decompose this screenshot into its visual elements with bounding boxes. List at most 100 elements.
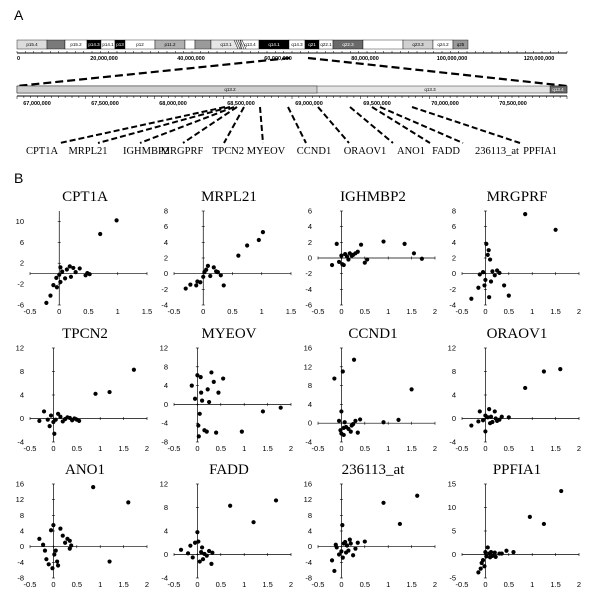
x-tick-label: 1 <box>530 444 534 453</box>
panel-a: A p15.4 p15.2 p14.3 p14.1 p13 p12 p11.2 q13.1 q1… <box>14 7 568 157</box>
gene-label-ppfia1: PPFIA1 <box>523 146 557 157</box>
data-point <box>55 411 61 416</box>
data-point <box>199 390 204 395</box>
x-tick-label: 1 <box>260 307 264 316</box>
data-point <box>469 423 474 428</box>
chromosome-band <box>452 39 469 50</box>
data-point <box>358 242 364 247</box>
x-tick-label: 2 <box>289 580 293 589</box>
data-point <box>53 417 58 422</box>
chromosome-band-label: p15.2 <box>70 42 82 47</box>
ruler-label: 120,000,000 <box>524 56 555 62</box>
data-point <box>483 277 488 283</box>
data-point <box>198 375 203 380</box>
x-tick-label: -0.5 <box>312 307 325 316</box>
data-point <box>215 270 220 275</box>
y-tick-label: -4 <box>161 574 168 583</box>
x-tick-label: 1 <box>116 307 120 316</box>
plot-title-fadd: FADD <box>209 462 249 478</box>
data-point <box>347 537 352 542</box>
data-point <box>365 257 370 262</box>
y-tick-label: 4 <box>164 238 168 247</box>
data-point <box>216 390 221 395</box>
data-point <box>42 548 48 553</box>
y-tick-label: 10 <box>448 503 456 512</box>
data-point <box>126 500 131 505</box>
data-point <box>69 543 74 548</box>
data-point <box>336 418 342 423</box>
zoom-ruler-label: 68,000,000 <box>159 101 187 107</box>
data-point <box>336 552 342 557</box>
x-tick-label: 1 <box>98 444 102 453</box>
data-point <box>58 414 63 419</box>
x-tick-label: -0.5 <box>24 580 37 589</box>
data-point <box>195 530 200 535</box>
data-point <box>58 265 63 270</box>
scatter-plot-mrgprf: MRGPRF -0.5 0 0.5 1 1.5 2 -4 -2 0 2 4 6 8 <box>449 189 581 316</box>
data-point <box>506 415 511 420</box>
data-point <box>228 503 233 508</box>
data-point <box>483 550 488 555</box>
y-tick-label: -4 <box>305 558 312 567</box>
data-point <box>260 230 266 235</box>
plot-title-oraov1: ORAOV1 <box>487 326 548 342</box>
y-tick-label: 8 <box>452 367 456 376</box>
data-point <box>492 550 497 555</box>
plot-title-ano1: ANO1 <box>65 462 105 478</box>
x-tick-label: 2 <box>577 580 581 589</box>
data-point <box>77 418 82 423</box>
y-tick-label: 6 <box>164 222 168 231</box>
data-point <box>329 558 335 563</box>
data-point <box>197 559 202 564</box>
zoom-ruler-label: 67,000,000 <box>23 101 51 107</box>
y-tick-label: 8 <box>164 503 168 512</box>
plot-title-ighmbp2: IGHMBP2 <box>340 189 406 205</box>
x-tick-label: 0.5 <box>227 307 237 316</box>
y-tick-label: 0 <box>20 414 24 423</box>
data-point <box>486 248 491 253</box>
data-point <box>402 241 407 246</box>
panel-b-label: B <box>14 170 23 186</box>
y-tick-label: -8 <box>161 438 168 447</box>
scatter-plot-236113-at: 236113_at -0.5 0 0.5 1 1.5 2 -8 -4 0 4 8 12 16 <box>304 462 437 589</box>
data-point <box>483 429 488 434</box>
y-tick-label: 0 <box>308 542 312 551</box>
y-tick-label: 16 <box>16 480 24 489</box>
data-point <box>51 283 56 288</box>
y-tick-label: 8 <box>452 207 456 216</box>
x-tick-label: 0 <box>483 307 487 316</box>
data-point <box>351 357 357 362</box>
x-tick-label: 1.5 <box>550 307 560 316</box>
data-point <box>488 414 494 419</box>
chromosome-band-label: q22.3 <box>342 42 354 47</box>
data-point <box>488 550 494 555</box>
y-tick-label: 4 <box>452 391 456 400</box>
data-point <box>351 553 356 558</box>
data-point <box>210 550 215 555</box>
data-point <box>214 430 219 435</box>
data-point <box>340 523 345 528</box>
y-tick-label: 16 <box>304 344 312 353</box>
data-point <box>353 546 358 551</box>
data-point <box>192 396 198 401</box>
data-point <box>362 539 367 544</box>
data-point <box>55 559 60 564</box>
ruler-label: 0 <box>17 56 20 62</box>
data-point <box>58 279 63 285</box>
scatter-plot-ano1: ANO1 -0.5 0 0.5 1 1.5 2 -8 -4 0 4 8 12 16 <box>16 462 149 589</box>
data-point <box>64 267 69 272</box>
ruler-label: 20,000,000 <box>90 56 118 62</box>
data-point <box>204 429 209 434</box>
y-tick-label: 8 <box>20 511 24 520</box>
gene-label-tpcn2: TPCN2 <box>212 146 244 157</box>
data-point <box>107 559 112 564</box>
y-tick-label: 0 <box>452 550 456 559</box>
data-point <box>523 385 528 391</box>
data-point <box>381 420 386 425</box>
x-tick-label: -0.5 <box>456 307 469 316</box>
scatter-plot-ighmbp2: IGHMBP2 -0.5 0 0.5 1 1.5 2 -6 -4 -2 0 2 4 6 <box>305 189 437 316</box>
gene-label-myeov: MYEOV <box>247 146 286 157</box>
y-tick-label: 0 <box>308 419 312 428</box>
data-point <box>93 391 98 396</box>
x-tick-label: 0 <box>339 307 343 316</box>
